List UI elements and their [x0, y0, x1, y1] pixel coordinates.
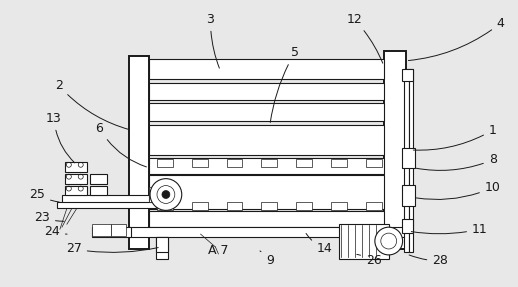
Text: 27: 27: [66, 243, 158, 255]
Bar: [296, 159, 312, 167]
Text: 8: 8: [416, 153, 497, 170]
Bar: [149, 187, 166, 202]
Bar: [130, 56, 149, 249]
Bar: [92, 227, 131, 237]
Text: 24: 24: [44, 225, 67, 238]
Bar: [156, 237, 168, 259]
Bar: [366, 159, 382, 167]
Text: A 7: A 7: [208, 245, 228, 257]
Bar: [339, 224, 388, 259]
Bar: [409, 69, 413, 252]
Bar: [57, 202, 156, 208]
Bar: [62, 195, 149, 204]
Bar: [296, 202, 312, 210]
Bar: [192, 202, 208, 210]
Circle shape: [150, 179, 182, 210]
Bar: [130, 227, 406, 237]
Text: 13: 13: [46, 112, 75, 163]
Text: 12: 12: [346, 13, 383, 63]
Bar: [331, 159, 347, 167]
Bar: [149, 125, 384, 155]
Text: 14: 14: [306, 233, 332, 255]
Bar: [227, 159, 242, 167]
Bar: [331, 202, 347, 210]
Bar: [149, 83, 384, 100]
Bar: [65, 162, 87, 172]
Bar: [384, 51, 406, 249]
Bar: [262, 159, 277, 167]
Bar: [401, 185, 415, 206]
Text: 2: 2: [55, 79, 128, 129]
Bar: [90, 174, 107, 184]
Text: 6: 6: [96, 122, 147, 167]
Bar: [227, 202, 242, 210]
Bar: [149, 103, 384, 121]
Bar: [157, 202, 173, 210]
Text: 26: 26: [357, 254, 382, 267]
Bar: [366, 202, 382, 210]
Bar: [65, 186, 87, 195]
Bar: [192, 159, 208, 167]
Bar: [401, 69, 413, 81]
Bar: [92, 224, 111, 236]
Bar: [401, 219, 413, 233]
Bar: [404, 69, 409, 252]
Bar: [65, 174, 87, 184]
Text: 25: 25: [29, 188, 59, 202]
Bar: [90, 186, 107, 195]
Bar: [149, 211, 384, 227]
Bar: [156, 237, 168, 252]
Text: 23: 23: [34, 211, 64, 224]
Bar: [401, 148, 415, 168]
Text: 11: 11: [411, 223, 488, 236]
Bar: [262, 202, 277, 210]
Text: 5: 5: [270, 46, 299, 123]
Bar: [111, 224, 126, 236]
Circle shape: [162, 191, 170, 199]
Text: 4: 4: [408, 17, 505, 61]
Text: 9: 9: [260, 251, 274, 267]
Text: 3: 3: [207, 13, 219, 68]
Bar: [149, 158, 384, 174]
Bar: [149, 175, 384, 209]
Text: 1: 1: [413, 124, 497, 150]
Circle shape: [375, 227, 402, 255]
Bar: [157, 159, 173, 167]
Bar: [149, 59, 384, 79]
Text: 10: 10: [416, 181, 501, 199]
Text: 28: 28: [409, 254, 448, 267]
